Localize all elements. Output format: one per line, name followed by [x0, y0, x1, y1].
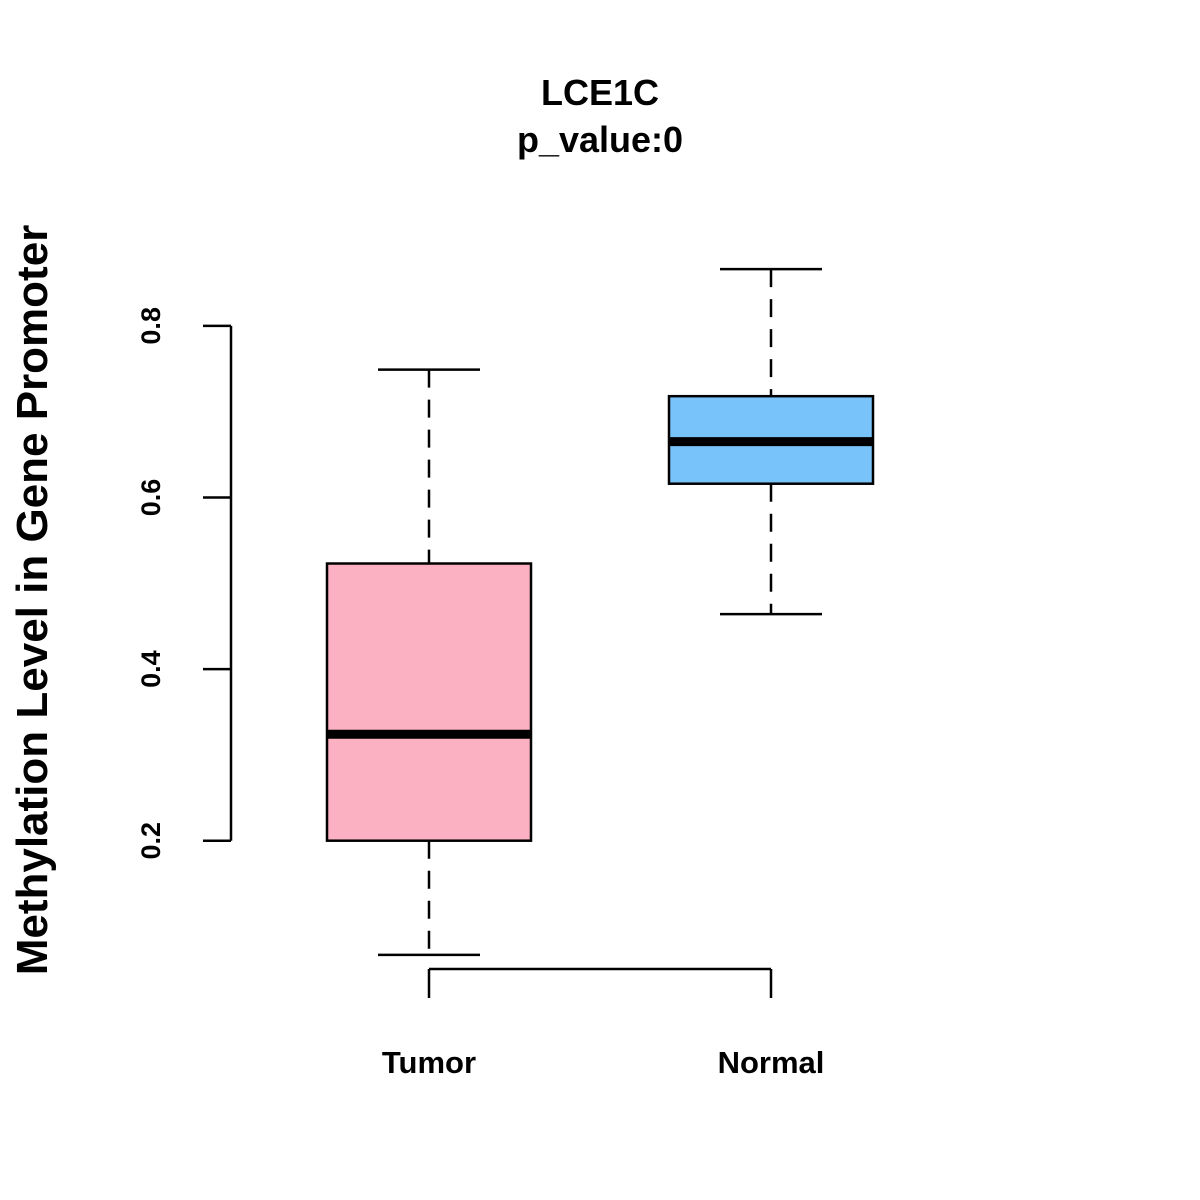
x-category-label: Normal — [718, 1045, 825, 1080]
x-category-label: Tumor — [382, 1045, 476, 1080]
y-tick-label: 0.2 — [136, 822, 166, 860]
box-group — [325, 267, 875, 957]
box-tumor — [325, 562, 533, 842]
chart-title: LCE1C — [541, 72, 659, 113]
y-axis-label: Methylation Level in Gene Promoter — [8, 225, 57, 976]
x-axis: Tumor Normal — [382, 967, 825, 1080]
y-tick-label: 0.4 — [136, 650, 166, 688]
chart-subtitle: p_value:0 — [517, 119, 683, 160]
y-axis: 0.2 0.4 0.6 0.8 — [136, 307, 233, 860]
y-tick-label: 0.8 — [136, 307, 166, 345]
y-tick-label: 0.6 — [136, 479, 166, 517]
